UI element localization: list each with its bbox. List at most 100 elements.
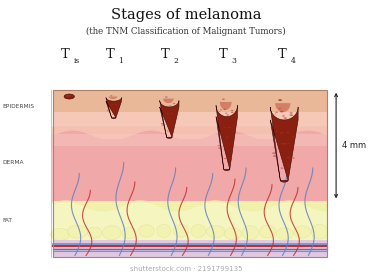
Ellipse shape xyxy=(311,224,328,239)
Ellipse shape xyxy=(224,228,242,240)
Polygon shape xyxy=(216,105,238,171)
Ellipse shape xyxy=(233,130,235,131)
Bar xyxy=(53,90,327,257)
Text: 2: 2 xyxy=(174,57,179,65)
Ellipse shape xyxy=(225,113,227,114)
Text: 4 mm: 4 mm xyxy=(342,141,366,150)
Text: T: T xyxy=(219,48,228,60)
Ellipse shape xyxy=(278,99,282,101)
Ellipse shape xyxy=(288,143,289,144)
Polygon shape xyxy=(163,99,174,103)
Ellipse shape xyxy=(292,137,294,138)
Ellipse shape xyxy=(280,132,283,134)
Text: is: is xyxy=(74,57,80,65)
Ellipse shape xyxy=(273,155,276,157)
Ellipse shape xyxy=(219,111,220,112)
Bar xyxy=(53,139,327,201)
Ellipse shape xyxy=(219,148,221,149)
Ellipse shape xyxy=(107,110,109,111)
Ellipse shape xyxy=(275,126,277,127)
Ellipse shape xyxy=(112,114,113,115)
Text: T: T xyxy=(106,48,115,60)
Bar xyxy=(53,90,327,112)
Text: (the TNM Classification of Malignant Tumors): (the TNM Classification of Malignant Tum… xyxy=(86,27,286,36)
Polygon shape xyxy=(220,102,232,110)
Ellipse shape xyxy=(286,157,290,158)
Ellipse shape xyxy=(224,158,226,159)
Text: DERMA: DERMA xyxy=(3,160,24,165)
Ellipse shape xyxy=(111,104,113,105)
Ellipse shape xyxy=(220,109,222,110)
Ellipse shape xyxy=(288,159,290,160)
Polygon shape xyxy=(106,98,122,119)
Ellipse shape xyxy=(139,225,154,237)
Ellipse shape xyxy=(292,157,295,159)
Ellipse shape xyxy=(290,112,293,114)
Ellipse shape xyxy=(280,167,283,169)
Ellipse shape xyxy=(173,103,175,104)
Polygon shape xyxy=(109,97,117,99)
Bar xyxy=(53,240,327,257)
Ellipse shape xyxy=(279,99,282,101)
Ellipse shape xyxy=(284,117,287,119)
Ellipse shape xyxy=(161,123,163,124)
Text: 1: 1 xyxy=(118,57,123,65)
Ellipse shape xyxy=(191,225,206,237)
Ellipse shape xyxy=(280,143,284,145)
Bar xyxy=(53,134,327,146)
Ellipse shape xyxy=(260,225,276,238)
Text: 4: 4 xyxy=(291,57,295,65)
Ellipse shape xyxy=(66,95,71,97)
Ellipse shape xyxy=(289,114,293,116)
Ellipse shape xyxy=(157,224,171,237)
Ellipse shape xyxy=(115,104,117,105)
Text: Stages of melanoma: Stages of melanoma xyxy=(111,8,261,22)
Ellipse shape xyxy=(173,224,189,237)
Ellipse shape xyxy=(50,228,69,241)
Ellipse shape xyxy=(223,127,226,129)
Text: 3: 3 xyxy=(231,57,236,65)
Ellipse shape xyxy=(207,225,225,238)
Ellipse shape xyxy=(275,113,276,114)
Ellipse shape xyxy=(231,112,233,113)
Ellipse shape xyxy=(242,225,258,240)
Ellipse shape xyxy=(217,145,220,146)
Text: T: T xyxy=(61,48,70,60)
Ellipse shape xyxy=(165,96,167,98)
Ellipse shape xyxy=(169,106,171,107)
Text: EPIDERMIS: EPIDERMIS xyxy=(3,104,35,109)
Ellipse shape xyxy=(283,143,286,144)
Ellipse shape xyxy=(219,122,221,123)
Ellipse shape xyxy=(226,137,229,138)
Ellipse shape xyxy=(122,227,137,239)
Ellipse shape xyxy=(218,147,220,148)
Ellipse shape xyxy=(226,114,229,116)
Ellipse shape xyxy=(279,108,281,109)
Ellipse shape xyxy=(282,115,285,117)
Ellipse shape xyxy=(286,132,289,133)
Text: shutterstock.com · 2191799135: shutterstock.com · 2191799135 xyxy=(130,266,242,272)
Ellipse shape xyxy=(228,127,231,128)
Ellipse shape xyxy=(232,131,234,132)
Ellipse shape xyxy=(222,99,225,100)
Ellipse shape xyxy=(223,109,226,110)
Text: T: T xyxy=(278,48,287,60)
Bar xyxy=(53,112,327,134)
Ellipse shape xyxy=(294,226,310,238)
Ellipse shape xyxy=(110,95,112,96)
Ellipse shape xyxy=(275,111,278,113)
Ellipse shape xyxy=(171,113,173,114)
Text: FAT: FAT xyxy=(3,218,12,223)
Ellipse shape xyxy=(67,225,87,238)
Ellipse shape xyxy=(167,130,169,132)
Bar xyxy=(53,201,327,240)
Ellipse shape xyxy=(280,111,283,113)
Ellipse shape xyxy=(276,228,293,239)
Polygon shape xyxy=(275,103,291,112)
Ellipse shape xyxy=(276,130,278,132)
Text: T: T xyxy=(161,48,170,60)
Ellipse shape xyxy=(292,136,294,137)
Ellipse shape xyxy=(64,94,75,99)
Polygon shape xyxy=(160,101,179,138)
Ellipse shape xyxy=(272,152,275,154)
